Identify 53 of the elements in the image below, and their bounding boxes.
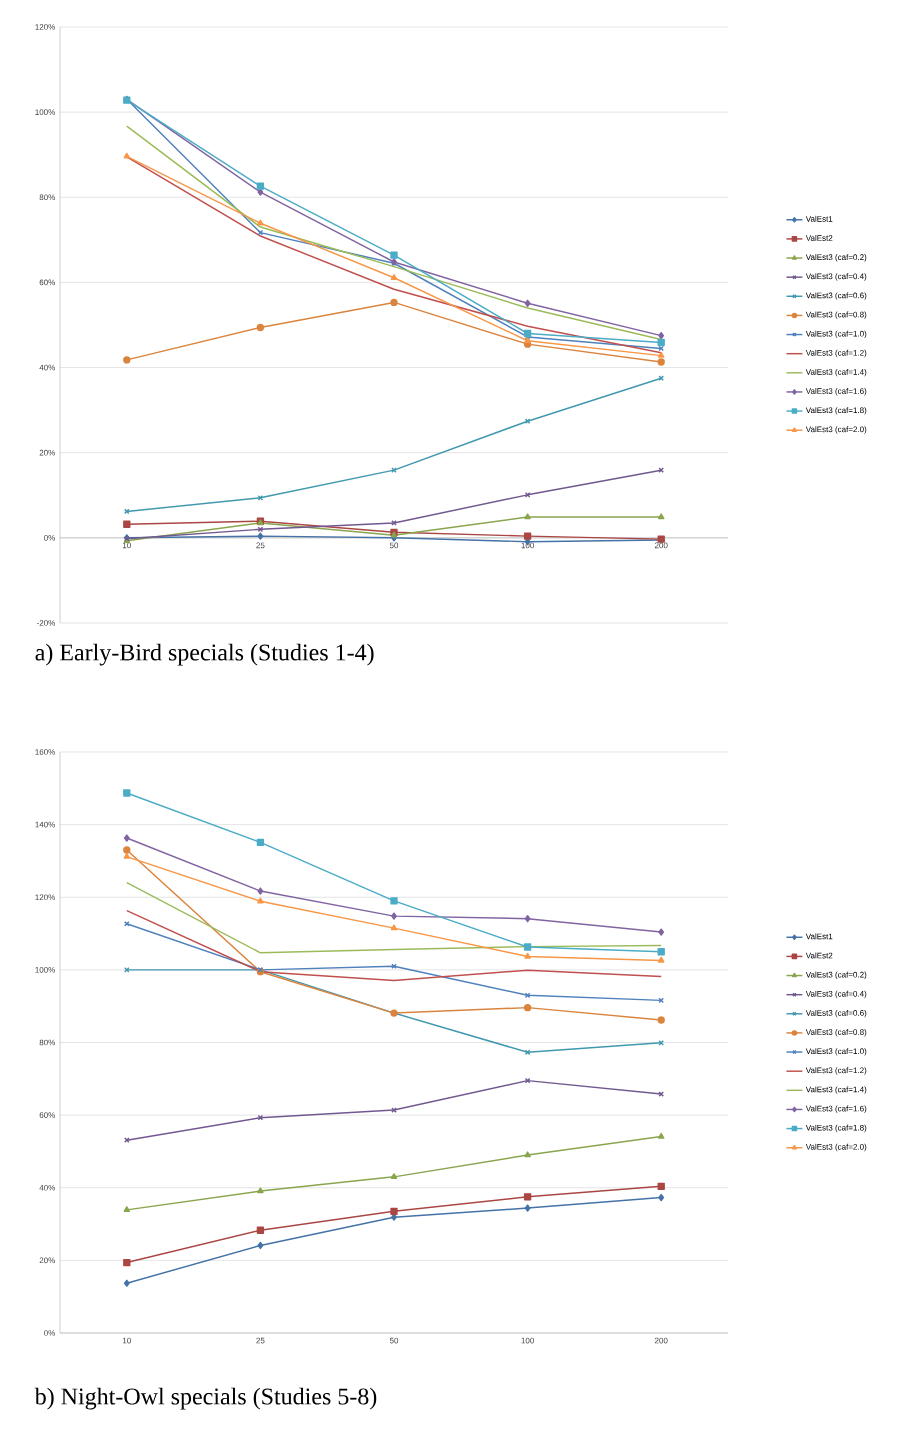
y-tick-label: 100% [35, 109, 56, 115]
x-tick-label: 200 [654, 542, 668, 549]
legend-label: ValEst1 [805, 933, 833, 940]
y-tick-label: 120% [35, 894, 56, 901]
legend-label: ValEst3 (caf=1.4) [805, 368, 867, 377]
y-tick-label: 60% [39, 279, 56, 286]
legend-label: ValEst3 (caf=1.8) [805, 1124, 867, 1133]
text: b) Night-Owl specials (Studies 5-8) [34, 1387, 377, 1410]
legend-label: ValEst3 (caf=0.6) [805, 1009, 867, 1018]
legend-label: ValEst3 (caf=0.4) [805, 273, 867, 281]
legend-label: ValEst1 [805, 215, 833, 222]
legend-label: ValEst3 (caf=1.4) [805, 1086, 867, 1094]
x-tick-label: 50 [389, 1337, 399, 1344]
x-tick-label: 100 [521, 542, 534, 549]
legend-label: ValEst3 (caf=0.6) [805, 292, 867, 300]
legend-label: ValEst3 (caf=0.8) [805, 311, 867, 319]
y-tick-label: -20% [36, 620, 56, 626]
y-tick-label: 0% [44, 1330, 56, 1336]
y-tick-label: 120% [35, 24, 56, 30]
legend-label: ValEst3 (caf=0.2) [805, 254, 867, 262]
legend-label: ValEst3 (caf=1.2) [805, 1067, 867, 1075]
legend-label: ValEst3 (caf=1.6) [805, 388, 867, 396]
y-tick-label: 160% [35, 749, 56, 755]
x-tick-label: 10 [122, 1337, 131, 1344]
legend-label: ValEst3 (caf=1.6) [805, 1105, 867, 1113]
x-tick-label: 10 [122, 542, 131, 549]
y-tick-label: 0% [44, 535, 56, 541]
y-tick-label: 80% [39, 194, 56, 201]
x-tick-label: 50 [389, 542, 399, 549]
x-tick-label: 100 [521, 1337, 534, 1344]
x-tick-label: 25 [256, 542, 265, 549]
text: a) Early-Bird specials (Studies 1-4) [35, 643, 374, 666]
legend-label: ValEst3 (caf=1.2) [805, 349, 867, 358]
y-tick-label: 140% [35, 821, 56, 828]
legend-label: ValEst3 (caf=0.8) [805, 1029, 867, 1037]
x-tick-label: 200 [654, 1337, 668, 1344]
y-tick-label: 60% [39, 1112, 56, 1118]
legend-label: ValEst3 (caf=2.0) [805, 426, 867, 434]
legend-label: ValEst2 [805, 234, 833, 241]
legend-label: ValEst3 (caf=1.8) [805, 407, 867, 415]
legend-label: ValEst2 [805, 952, 833, 959]
y-tick-label: 80% [39, 1039, 56, 1046]
legend-label: ValEst3 (caf=0.4) [805, 990, 867, 999]
y-tick-label: 40% [39, 364, 56, 371]
legend-label: ValEst3 (caf=1.0) [805, 1048, 867, 1056]
legend-label: ValEst3 (caf=1.0) [805, 330, 867, 339]
y-tick-label: 100% [35, 967, 56, 973]
legend-label: ValEst3 (caf=2.0) [805, 1143, 867, 1152]
legend-label: ValEst3 (caf=0.2) [805, 971, 867, 980]
y-tick-label: 20% [39, 449, 56, 456]
y-tick-label: 40% [39, 1184, 56, 1191]
y-tick-label: 20% [39, 1257, 56, 1264]
x-tick-label: 25 [256, 1337, 265, 1344]
